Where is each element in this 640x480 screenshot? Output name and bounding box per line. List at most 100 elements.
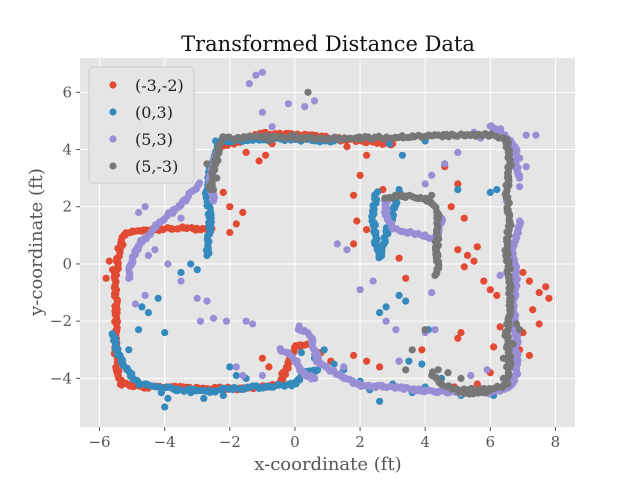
data-point bbox=[196, 317, 205, 325]
data-point bbox=[516, 174, 524, 182]
data-point bbox=[398, 151, 406, 159]
data-point bbox=[151, 246, 159, 254]
data-point bbox=[232, 220, 240, 228]
data-point bbox=[105, 257, 113, 265]
data-point bbox=[542, 283, 550, 291]
data-point bbox=[340, 363, 348, 371]
y-tick-label: 4 bbox=[62, 141, 72, 159]
data-point bbox=[310, 97, 319, 105]
data-point bbox=[239, 371, 247, 380]
x-tick-label: 2 bbox=[355, 433, 365, 451]
y-tick-label: −2 bbox=[50, 312, 72, 330]
data-point bbox=[174, 386, 182, 394]
data-point bbox=[164, 394, 172, 402]
data-point bbox=[418, 360, 426, 368]
data-point bbox=[535, 289, 543, 297]
data-point bbox=[493, 291, 501, 299]
data-point bbox=[525, 277, 534, 285]
series-2-points bbox=[125, 68, 540, 398]
legend-label: (-3,-2) bbox=[135, 76, 184, 95]
data-point bbox=[441, 160, 449, 168]
data-point bbox=[258, 371, 266, 380]
data-point bbox=[350, 240, 358, 248]
data-point bbox=[376, 397, 384, 405]
data-point bbox=[102, 274, 110, 282]
data-point bbox=[428, 289, 436, 297]
data-point bbox=[519, 268, 527, 277]
data-point bbox=[200, 394, 208, 402]
data-point bbox=[405, 357, 413, 365]
data-point bbox=[209, 314, 218, 322]
data-point bbox=[496, 323, 504, 331]
data-point bbox=[284, 100, 292, 108]
data-point bbox=[262, 151, 270, 159]
data-point bbox=[369, 277, 377, 285]
data-point bbox=[460, 214, 468, 222]
data-point bbox=[314, 366, 322, 374]
data-points bbox=[102, 68, 553, 411]
legend-marker bbox=[109, 162, 117, 170]
data-point bbox=[522, 131, 530, 139]
data-point bbox=[389, 194, 397, 202]
data-point bbox=[408, 346, 416, 354]
series-3-points bbox=[203, 88, 524, 398]
x-tick-label: 0 bbox=[290, 433, 300, 451]
data-point bbox=[376, 309, 384, 317]
data-point bbox=[144, 251, 152, 259]
data-point bbox=[203, 251, 211, 259]
data-point bbox=[421, 180, 429, 188]
data-point bbox=[265, 363, 273, 371]
data-point bbox=[109, 266, 117, 274]
data-point bbox=[125, 274, 133, 282]
data-point bbox=[138, 303, 146, 311]
data-point bbox=[242, 317, 250, 325]
data-point bbox=[480, 277, 488, 285]
data-point bbox=[333, 240, 341, 248]
data-point bbox=[245, 80, 253, 88]
data-point bbox=[470, 257, 478, 265]
data-point bbox=[483, 366, 491, 374]
data-point bbox=[499, 374, 507, 382]
data-point bbox=[258, 354, 266, 362]
data-point bbox=[454, 148, 462, 156]
data-point bbox=[486, 286, 494, 294]
x-tick-label: −6 bbox=[88, 433, 110, 451]
data-point bbox=[291, 131, 299, 139]
data-point bbox=[187, 260, 195, 268]
data-point bbox=[395, 186, 403, 194]
data-point bbox=[457, 374, 465, 382]
data-point bbox=[193, 266, 201, 274]
legend-marker bbox=[109, 108, 117, 116]
data-point bbox=[516, 326, 524, 334]
data-point bbox=[535, 320, 543, 328]
data-point bbox=[232, 371, 240, 380]
data-point bbox=[330, 360, 338, 368]
data-point bbox=[512, 320, 521, 328]
data-point bbox=[310, 374, 319, 382]
data-point bbox=[125, 346, 133, 354]
data-point bbox=[252, 71, 260, 79]
data-point bbox=[454, 180, 462, 188]
data-point bbox=[428, 171, 436, 179]
data-point bbox=[516, 183, 524, 191]
data-point bbox=[219, 188, 227, 196]
data-point bbox=[265, 137, 273, 145]
data-point bbox=[213, 174, 221, 182]
x-tick-label: −2 bbox=[219, 433, 241, 451]
data-point bbox=[131, 300, 139, 308]
data-point bbox=[402, 297, 410, 305]
data-point bbox=[161, 403, 169, 411]
data-point bbox=[428, 191, 436, 199]
data-point bbox=[499, 354, 507, 362]
data-point bbox=[385, 140, 393, 148]
data-point bbox=[193, 294, 201, 302]
data-point bbox=[232, 363, 240, 371]
data-point bbox=[454, 334, 462, 342]
data-point bbox=[395, 291, 403, 299]
data-point bbox=[226, 228, 234, 237]
data-point bbox=[242, 148, 250, 156]
data-point bbox=[457, 329, 465, 337]
data-point bbox=[382, 317, 390, 325]
data-point bbox=[258, 68, 266, 76]
data-point bbox=[304, 88, 312, 96]
